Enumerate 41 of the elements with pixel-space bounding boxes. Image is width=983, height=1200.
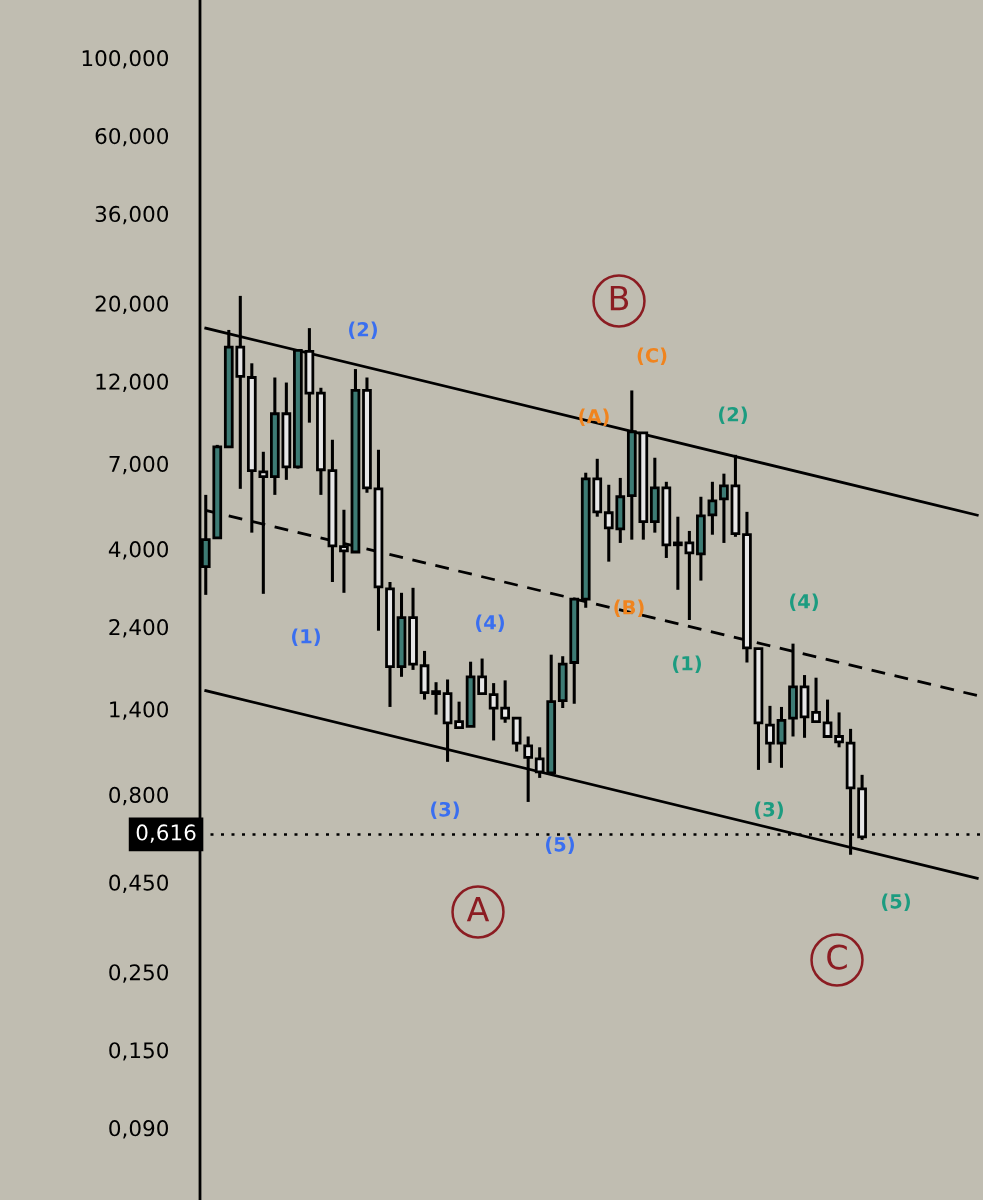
annotation: (2) [349,321,377,339]
y-tick-label: 36,000 [95,205,169,225]
y-tick-label: 2,400 [109,619,169,638]
candlestick [753,647,764,770]
annotation: (1) [673,655,701,673]
candlestick [270,377,280,495]
annotation: A [466,896,490,922]
y-tick-label: 7,000 [109,455,169,475]
y-tick-label: 0,800 [109,786,169,806]
annotation: (5) [546,836,574,854]
candlestick [765,704,775,763]
annotation: (3) [755,801,783,819]
candlestick [281,382,292,480]
y-tick-label: 0,150 [109,1042,169,1061]
y-tick-label: 0,250 [109,964,169,983]
annotation: (1) [292,628,320,646]
annotation: B [610,285,629,311]
annotation: (3) [431,801,459,819]
annotation: (4) [790,593,818,611]
candlestick [696,496,706,581]
y-tick-label: 60,000 [95,127,169,147]
annotation: (5) [882,893,910,911]
y-tick-label: 1,400 [110,701,169,720]
y-tick-label: 0,450 [109,874,169,893]
y-tick-label: 0,090 [109,1120,169,1139]
ref-line-label: 0,616 [136,824,196,843]
annotation: C [827,944,847,970]
annotation: (2) [719,406,747,424]
annotation: (4) [476,614,504,632]
y-tick-label: 100,000 [82,49,169,69]
y-tick-label: 20,000 [95,295,169,315]
candlestick [385,582,395,707]
annotation: (B) [614,599,644,617]
annotation: (C) [637,347,667,365]
candlestick [649,457,660,533]
candlestick [523,736,534,802]
candlestick [673,516,683,590]
candlestick [454,701,464,730]
y-tick-label: 4,000 [108,541,169,560]
candlestick [707,480,718,535]
y-tick-label: 12,000 [96,373,169,392]
